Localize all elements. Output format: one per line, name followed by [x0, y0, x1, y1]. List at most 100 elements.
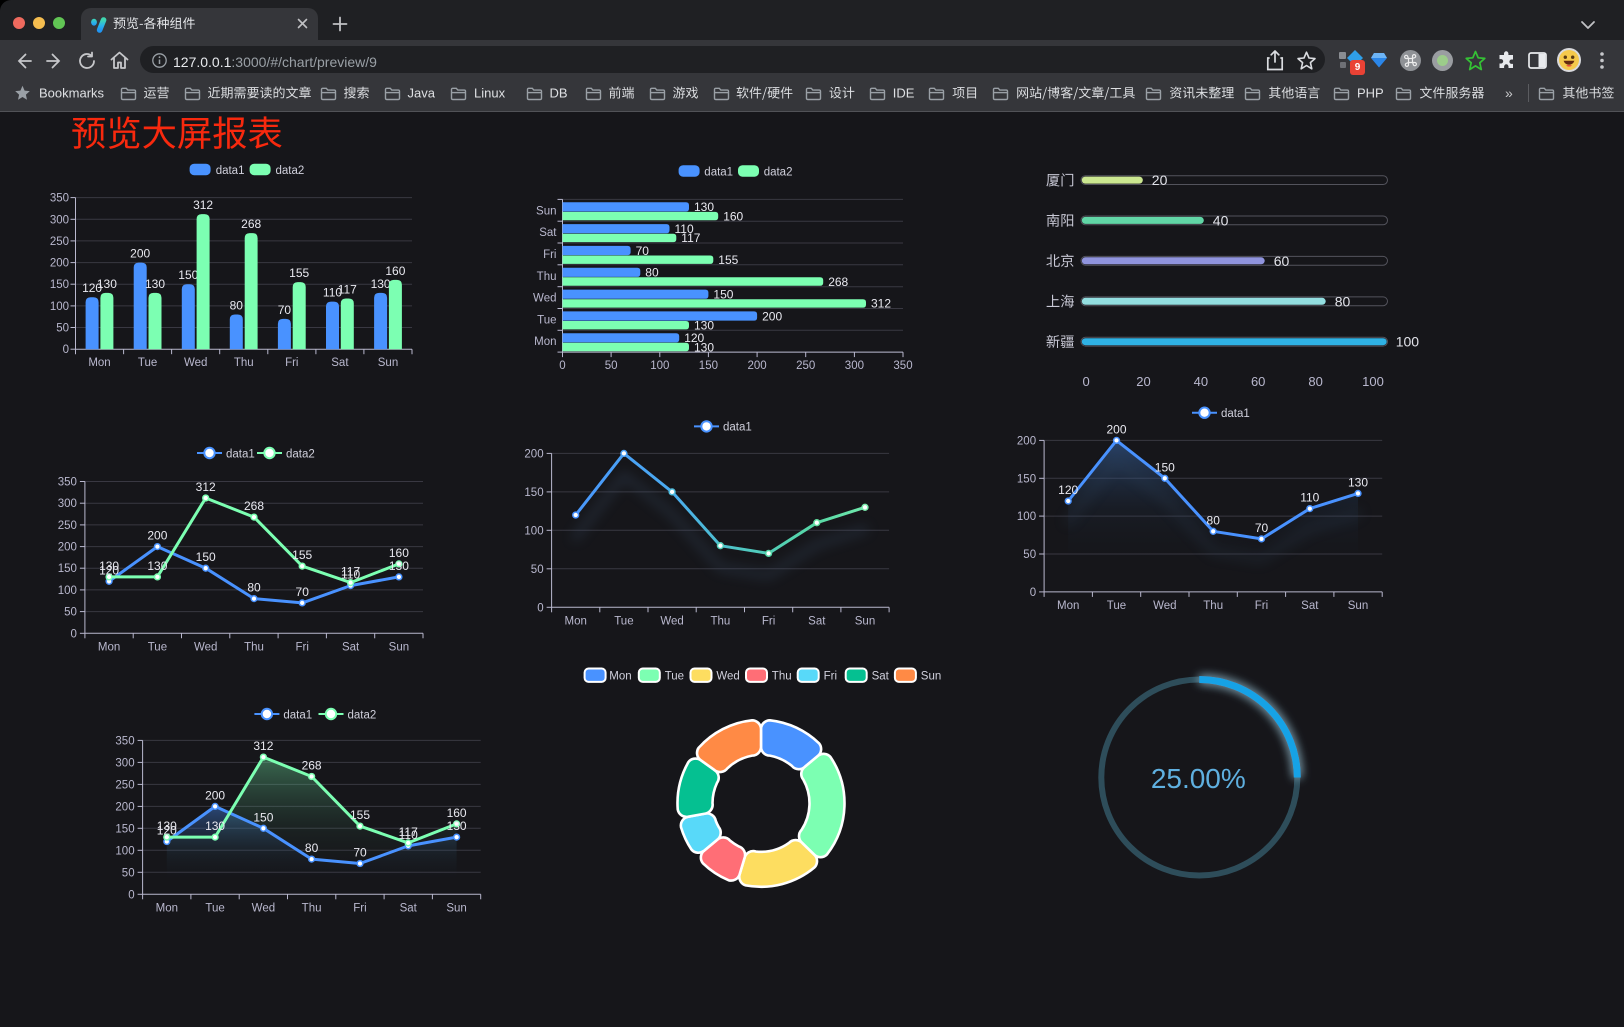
svg-text:data2: data2: [286, 448, 315, 460]
svg-text:Mon: Mon: [98, 641, 120, 653]
svg-text:20: 20: [1136, 374, 1150, 389]
svg-text:130: 130: [694, 319, 714, 333]
svg-text:117: 117: [338, 283, 357, 297]
svg-text:100: 100: [650, 360, 669, 372]
svg-text:Sat: Sat: [400, 902, 418, 914]
svg-text:150: 150: [253, 810, 273, 824]
svg-text:160: 160: [385, 264, 405, 278]
svg-text:Wed: Wed: [194, 641, 217, 653]
svg-text:50: 50: [56, 323, 69, 335]
svg-text:130: 130: [371, 277, 391, 291]
svg-text:250: 250: [58, 520, 77, 532]
svg-text:Mon: Mon: [1057, 600, 1079, 612]
svg-text:130: 130: [157, 819, 177, 833]
svg-text:Thu: Thu: [234, 357, 254, 369]
svg-text:Sat: Sat: [331, 357, 349, 369]
svg-text:40: 40: [1213, 212, 1229, 228]
svg-text:Mon: Mon: [534, 336, 556, 348]
svg-text:100: 100: [1362, 374, 1384, 389]
svg-text:110: 110: [323, 286, 342, 300]
svg-text:268: 268: [828, 275, 848, 289]
svg-text:IDE: IDE: [893, 86, 915, 101]
svg-text:Sun: Sun: [855, 615, 875, 627]
svg-text:Mon: Mon: [609, 671, 631, 683]
svg-text:Tue: Tue: [665, 671, 684, 683]
svg-text:120: 120: [1058, 483, 1078, 497]
svg-text:50: 50: [122, 867, 135, 879]
svg-text:Sat: Sat: [872, 671, 890, 683]
svg-text:Thu: Thu: [710, 615, 730, 627]
svg-text:100: 100: [1396, 334, 1420, 350]
svg-text:Fri: Fri: [762, 615, 775, 627]
svg-text:312: 312: [871, 297, 891, 311]
svg-text:Sat: Sat: [808, 615, 826, 627]
svg-text:Sat: Sat: [539, 227, 557, 239]
svg-text:268: 268: [302, 759, 322, 773]
svg-text:80: 80: [230, 299, 244, 313]
svg-text:130: 130: [694, 200, 714, 214]
svg-text:130: 130: [694, 340, 714, 354]
svg-text:Sun: Sun: [921, 671, 941, 683]
svg-text:20: 20: [1152, 172, 1168, 188]
svg-text:200: 200: [524, 448, 543, 460]
svg-text:Tue: Tue: [614, 615, 633, 627]
svg-text:Thu: Thu: [772, 671, 792, 683]
svg-text:Tue: Tue: [537, 314, 556, 326]
svg-text:Wed: Wed: [184, 357, 207, 369]
svg-text:300: 300: [50, 214, 69, 226]
svg-text:80: 80: [247, 581, 261, 595]
svg-text:Tue: Tue: [148, 641, 167, 653]
svg-text:312: 312: [193, 198, 213, 212]
svg-text:data2: data2: [764, 167, 793, 179]
svg-text:268: 268: [241, 217, 261, 231]
svg-text:200: 200: [1106, 422, 1126, 436]
svg-text:0: 0: [128, 889, 134, 901]
svg-text:Fri: Fri: [1255, 600, 1268, 612]
svg-text:200: 200: [1017, 435, 1036, 447]
svg-text:0: 0: [1082, 374, 1089, 389]
svg-text:0: 0: [70, 628, 76, 640]
svg-text:120: 120: [684, 331, 704, 345]
svg-text:130: 130: [447, 819, 467, 833]
svg-text:Fri: Fri: [353, 902, 366, 914]
svg-text:70: 70: [353, 846, 367, 860]
svg-text:250: 250: [796, 360, 815, 372]
svg-text:110: 110: [341, 568, 360, 582]
svg-text:100: 100: [115, 845, 134, 857]
svg-text:Thu: Thu: [537, 271, 557, 283]
svg-text:110: 110: [675, 222, 694, 236]
svg-text:80: 80: [1308, 374, 1322, 389]
svg-text:Fri: Fri: [543, 249, 556, 261]
svg-text:Wed: Wed: [660, 615, 683, 627]
svg-text:Mon: Mon: [565, 615, 587, 627]
svg-text:Sat: Sat: [342, 641, 360, 653]
svg-text:data2: data2: [348, 709, 377, 721]
svg-text:150: 150: [178, 268, 198, 282]
svg-text:80: 80: [1335, 293, 1351, 309]
svg-text:150: 150: [115, 823, 134, 835]
svg-text:155: 155: [289, 266, 309, 280]
svg-text:200: 200: [130, 247, 150, 261]
svg-text:70: 70: [278, 303, 292, 317]
svg-text:150: 150: [713, 288, 733, 302]
svg-text:0: 0: [63, 344, 69, 356]
svg-text:350: 350: [115, 735, 134, 747]
svg-text:data1: data1: [226, 448, 255, 460]
svg-text:Fri: Fri: [295, 641, 308, 653]
svg-text:200: 200: [147, 529, 167, 543]
svg-text:DB: DB: [550, 86, 568, 101]
svg-text:350: 350: [893, 360, 912, 372]
svg-text:150: 150: [196, 550, 216, 564]
svg-text:200: 200: [115, 801, 134, 813]
svg-text:110: 110: [399, 828, 418, 842]
svg-text:Wed: Wed: [1153, 600, 1176, 612]
svg-text:Tue: Tue: [138, 357, 157, 369]
svg-text:Thu: Thu: [302, 902, 322, 914]
svg-text:Sun: Sun: [378, 357, 398, 369]
svg-text:350: 350: [58, 477, 77, 489]
svg-text:data1: data1: [723, 422, 752, 434]
svg-text:117: 117: [399, 825, 418, 839]
svg-text:40: 40: [1194, 374, 1208, 389]
svg-text:120: 120: [157, 824, 177, 838]
svg-text:Sun: Sun: [1348, 600, 1368, 612]
